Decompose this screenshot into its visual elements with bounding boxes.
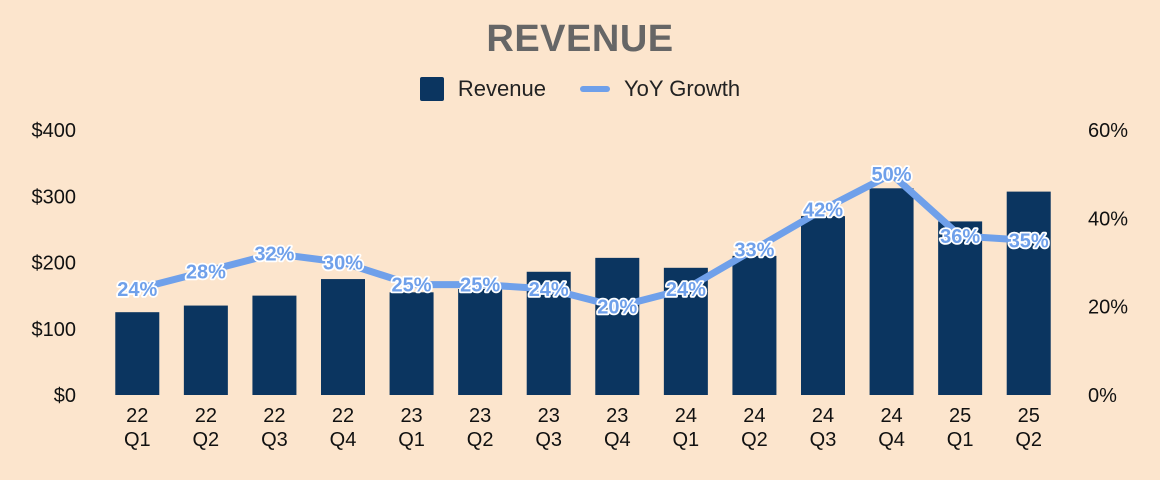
- revenue-bar: [595, 257, 640, 395]
- x-tick-label-quarter: Q3: [810, 429, 837, 451]
- legend: Revenue YoY Growth: [0, 76, 1160, 102]
- revenue-bar: [115, 312, 160, 395]
- revenue-bar: [321, 279, 365, 395]
- legend-swatch-revenue: [419, 77, 444, 101]
- x-tick-label-year: 23: [606, 405, 628, 427]
- revenue-bar: [938, 221, 983, 395]
- x-tick-label-year: 25: [949, 405, 971, 427]
- x-tick-label-quarter: Q4: [330, 429, 357, 451]
- legend-item-yoy-growth: YoY Growth: [579, 76, 741, 102]
- x-tick-label-quarter: Q1: [398, 429, 425, 451]
- yoy-growth-data-label: 20%: [597, 297, 637, 319]
- x-tick-label-year: 23: [469, 405, 491, 427]
- y-left-tick-label: $0: [54, 385, 76, 407]
- revenue-bar: [732, 255, 777, 395]
- revenue-bar: [869, 188, 914, 395]
- x-tick-label-quarter: Q2: [467, 429, 494, 451]
- x-tick-label-year: 25: [1018, 405, 1040, 427]
- x-tick-label-year: 22: [332, 405, 354, 427]
- y-right-tick-label: 40%: [1088, 208, 1128, 230]
- y-right-tick-label: 20%: [1088, 297, 1128, 319]
- x-tick-label-year: 22: [126, 405, 148, 427]
- x-tick-label-year: 24: [675, 405, 697, 427]
- legend-item-revenue: Revenue: [419, 76, 546, 102]
- yoy-growth-data-label: 24%: [666, 279, 706, 301]
- yoy-growth-data-label: 50%: [872, 164, 912, 186]
- x-tick-label-quarter: Q3: [261, 429, 288, 451]
- legend-label-revenue: Revenue: [457, 76, 546, 101]
- x-tick-label-year: 24: [880, 405, 902, 427]
- yoy-growth-data-label: 25%: [392, 275, 432, 297]
- x-tick-label-year: 23: [538, 405, 560, 427]
- x-tick-label-year: 22: [195, 405, 217, 427]
- y-left-tick-label: $100: [32, 319, 77, 341]
- x-tick-label-quarter: Q4: [604, 429, 631, 451]
- x-tick-label-quarter: Q2: [741, 429, 768, 451]
- x-tick-label-year: 23: [400, 405, 422, 427]
- x-tick-label-year: 22: [263, 405, 285, 427]
- yoy-growth-line: [133, 170, 1033, 311]
- revenue-bar: [458, 289, 503, 395]
- x-tick-label-year: 24: [743, 405, 765, 427]
- y-right-tick-label: 0%: [1088, 385, 1117, 407]
- yoy-growth-data-label: 32%: [254, 244, 294, 266]
- yoy-growth-data-label: 25%: [460, 275, 500, 297]
- x-tick-label-quarter: Q2: [1015, 429, 1042, 451]
- revenue-bar: [389, 292, 434, 395]
- yoy-growth-data-label: 33%: [734, 239, 774, 261]
- y-right-tick-label: 60%: [1088, 120, 1128, 142]
- x-tick-label-quarter: Q1: [947, 429, 974, 451]
- yoy-growth-data-label: 24%: [529, 279, 569, 301]
- legend-label-yoy-growth: YoY Growth: [623, 76, 741, 101]
- y-left-tick-label: $200: [32, 253, 77, 275]
- y-left-tick-label: $300: [32, 186, 77, 208]
- yoy-growth-data-label: 36%: [940, 226, 980, 248]
- y-left-tick-label: $400: [32, 120, 77, 142]
- revenue-bar: [183, 305, 228, 395]
- yoy-growth-data-label: 24%: [117, 279, 157, 301]
- revenue-bar: [801, 216, 845, 395]
- yoy-growth-data-label: 42%: [803, 200, 843, 222]
- x-tick-label-quarter: Q2: [193, 429, 220, 451]
- yoy-growth-data-label: 35%: [1009, 230, 1049, 252]
- x-tick-label-quarter: Q1: [124, 429, 151, 451]
- x-tick-label-year: 24: [812, 405, 834, 427]
- yoy-growth-data-label: 28%: [186, 261, 226, 283]
- revenue-bar: [1006, 191, 1051, 395]
- revenue-bar: [252, 295, 297, 395]
- x-tick-label-quarter: Q4: [878, 429, 905, 451]
- x-tick-label-quarter: Q1: [673, 429, 700, 451]
- legend-swatch-yoy-growth: [579, 86, 610, 92]
- x-tick-label-quarter: Q3: [535, 429, 562, 451]
- chart-title: REVENUE: [486, 18, 674, 60]
- yoy-growth-data-label: 30%: [323, 253, 363, 275]
